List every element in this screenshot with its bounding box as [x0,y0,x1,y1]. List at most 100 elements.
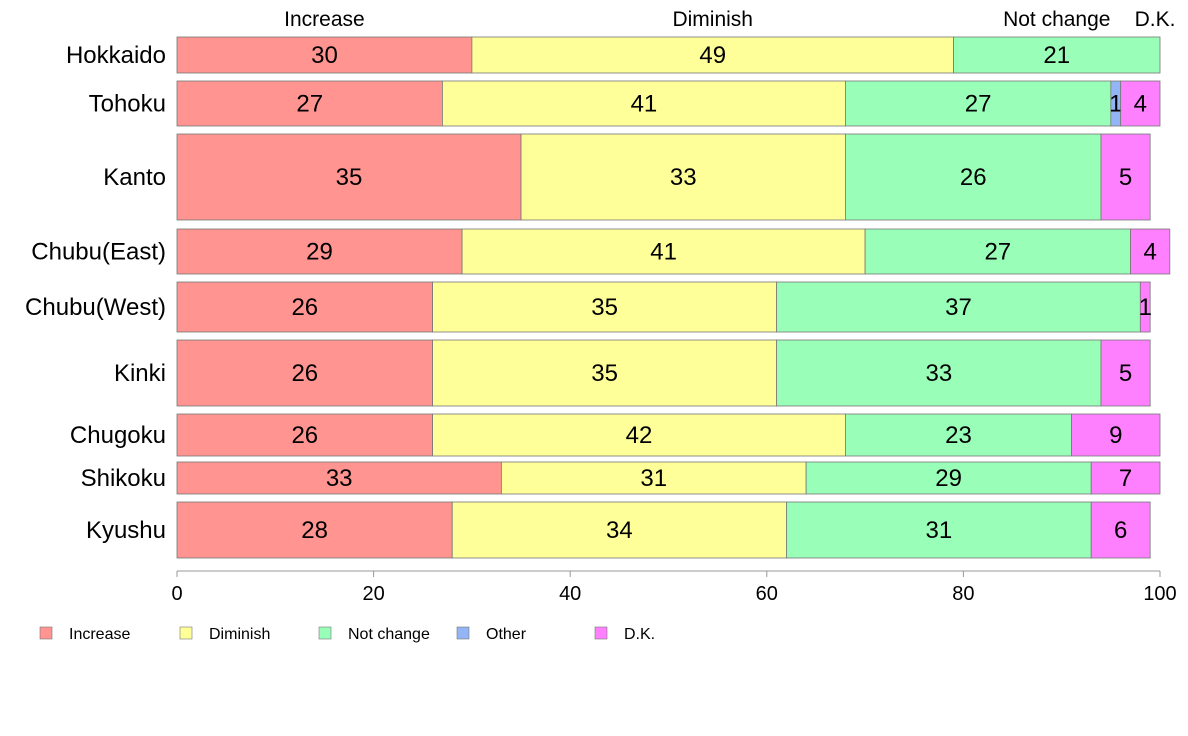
value-label-chugoku-diminish: 42 [626,422,653,449]
top-label-diminish: Diminish [672,8,753,31]
legend-swatch-not-change [318,626,332,640]
top-label-not-change: Not change [1003,8,1110,31]
x-axis: 0 20 40 60 80 100 [171,570,1177,605]
x-tick-label-40: 40 [559,583,581,605]
value-label-kyushu-diminish: 34 [606,517,633,544]
bar-chubu-west-d-k [1139,281,1151,333]
bar-chubu-west-not-change [776,281,1141,333]
value-label-shikoku-diminish: 31 [640,465,667,492]
legend-label-increase: Increase [69,626,130,643]
bar-hokkaido-increase [176,36,473,74]
legend-swatch-increase [39,626,53,640]
x-tick-label-100: 100 [1143,583,1176,605]
bar-kinki-increase [176,339,433,407]
bar-chubu-west-increase [176,281,433,333]
top-labels: Increase Diminish Not change D.K. [284,8,1175,31]
value-label-chubu-east-d-k: 4 [1143,239,1156,266]
value-label-kanto-increase: 35 [336,164,363,191]
value-label-tohoku-not-change: 27 [965,91,992,118]
category-label-chugoku: Chugoku [70,422,166,449]
bar-kanto-diminish [520,133,846,221]
bar-hokkaido-not-change [953,36,1161,74]
value-label-shikoku-not-change: 29 [935,465,962,492]
bar-kanto-not-change [845,133,1102,221]
category-label-kinki: Kinki [114,360,166,387]
category-label-kyushu: Kyushu [86,517,166,544]
category-label-kanto: Kanto [103,164,166,191]
value-label-hokkaido-not-change: 21 [1043,42,1070,69]
value-label-tohoku-d-k: 4 [1134,91,1147,118]
x-tick-label-80: 80 [952,583,974,605]
value-label-chubu-east-diminish: 41 [650,239,677,266]
bar-kinki-diminish [432,339,778,407]
bar-chugoku-not-change [845,413,1072,457]
legend-label-not-change: Not change [348,626,430,643]
value-label-kanto-not-change: 26 [960,164,987,191]
bar-chubu-east-not-change [864,228,1131,275]
bar-kinki-not-change [776,339,1102,407]
value-label-chubu-west-not-change: 37 [945,294,972,321]
bar-kanto-d-k [1100,133,1151,221]
legend-label-other: Other [486,626,527,643]
legend-swatch-diminish [179,626,193,640]
category-label-tohoku: Tohoku [89,91,166,118]
bar-chubu-east-increase [176,228,463,275]
bar-tohoku-not-change [845,80,1112,127]
bar-kanto-increase [176,133,522,221]
bar-chugoku-d-k [1071,413,1161,457]
value-label-kyushu-increase: 28 [301,517,328,544]
bar-shikoku-increase [176,461,502,495]
bar-tohoku-diminish [442,80,846,127]
category-labels: Hokkaido Tohoku Kanto Chubu(East) Chubu(West… [25,42,166,544]
bar-chubu-east-d-k [1130,228,1171,275]
bar-chugoku-increase [176,413,433,457]
category-label-hokkaido: Hokkaido [66,42,166,69]
value-label-shikoku-d-k: 7 [1119,465,1132,492]
value-label-chugoku-d-k: 9 [1109,422,1122,449]
value-label-chubu-west-diminish: 35 [591,294,618,321]
x-tick-label-20: 20 [362,583,384,605]
bar-shikoku-d-k [1090,461,1161,495]
value-label-chubu-east-increase: 29 [306,239,333,266]
legend-swatch-other [456,626,470,640]
value-label-kinki-not-change: 33 [925,360,952,387]
legend-swatch-d-k [594,626,608,640]
legend-label-d-k: D.K. [624,626,655,643]
value-label-kanto-d-k: 5 [1119,164,1132,191]
value-label-chugoku-not-change: 23 [945,422,972,449]
value-label-tohoku-diminish: 41 [631,91,658,118]
category-label-chubu-east: Chubu(East) [31,239,166,266]
value-label-kinki-increase: 26 [291,360,318,387]
value-label-chugoku-increase: 26 [291,422,318,449]
value-label-kyushu-not-change: 31 [925,517,952,544]
legend: Increase Diminish Not change Other D.K. [39,626,655,643]
legend-label-diminish: Diminish [209,626,270,643]
value-label-kanto-diminish: 33 [670,164,697,191]
x-tick-label-0: 0 [171,583,182,605]
value-label-hokkaido-increase: 30 [311,42,338,69]
value-label-kyushu-d-k: 6 [1114,517,1127,544]
bar-hokkaido-diminish [471,36,954,74]
bar-chubu-west-diminish [432,281,778,333]
x-tick-label-60: 60 [756,583,778,605]
top-label-increase: Increase [284,8,365,31]
bar-kyushu-d-k [1090,501,1151,559]
bar-chugoku-diminish [432,413,846,457]
bar-shikoku-not-change [805,461,1092,495]
value-label-chubu-east-not-change: 27 [984,239,1011,266]
bar-kyushu-diminish [451,501,787,559]
value-label-tohoku-increase: 27 [296,91,323,118]
category-label-chubu-west: Chubu(West) [25,294,166,321]
value-label-tohoku-other: 1 [1109,91,1122,118]
bar-chubu-east-diminish [461,228,866,275]
value-label-shikoku-increase: 33 [326,465,353,492]
bar-tohoku-increase [176,80,443,127]
category-label-shikoku: Shikoku [81,465,166,492]
bar-kinki-d-k [1100,339,1151,407]
value-label-kinki-d-k: 5 [1119,360,1132,387]
value-label-hokkaido-diminish: 49 [699,42,726,69]
value-label-kinki-diminish: 35 [591,360,618,387]
value-label-chubu-west-increase: 26 [291,294,318,321]
